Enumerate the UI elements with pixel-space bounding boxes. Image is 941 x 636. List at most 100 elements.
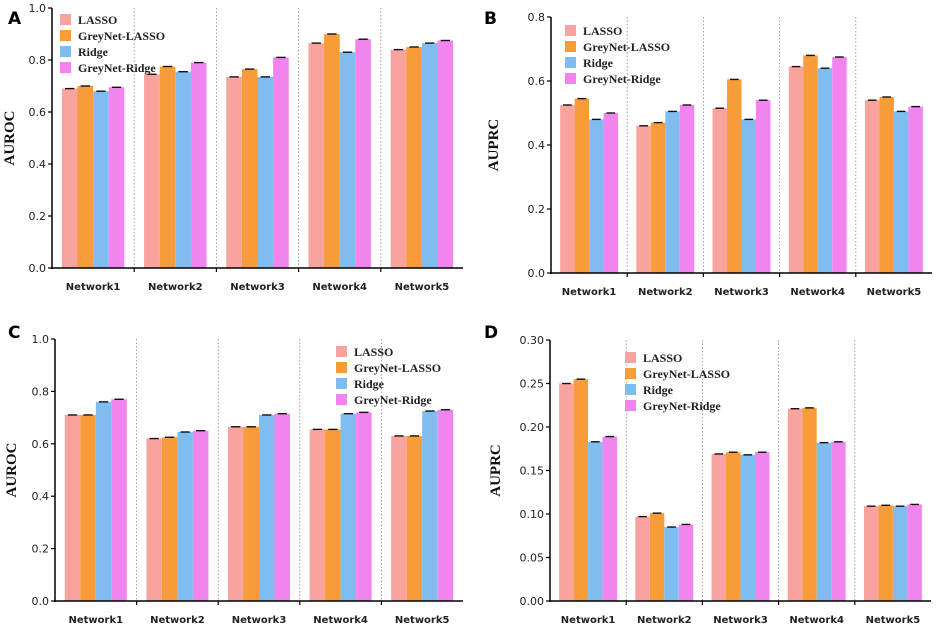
bar-lasso-network4 bbox=[308, 43, 325, 268]
y-axis-title: AUPRC bbox=[486, 119, 502, 172]
bar-lasso-network1 bbox=[560, 105, 575, 273]
bar-ridge-network4 bbox=[816, 442, 832, 601]
bar-lasso-network3 bbox=[711, 453, 727, 601]
legend-swatch bbox=[625, 368, 636, 379]
bar-lasso-network2 bbox=[144, 74, 160, 268]
x-tick-label: Network4 bbox=[313, 615, 368, 626]
legend-label: Ridge bbox=[78, 45, 109, 59]
bar-ridge-network3 bbox=[740, 454, 755, 601]
bar-greynet-lasso-network4 bbox=[324, 34, 340, 268]
x-tick-label: Network2 bbox=[637, 615, 692, 626]
y-tick-label: 0.2 bbox=[29, 210, 47, 223]
bar-lasso-network4 bbox=[788, 66, 804, 273]
y-tick-label: 0.10 bbox=[520, 508, 545, 521]
y-tick-label: 0.4 bbox=[29, 158, 47, 171]
bar-greynet-lasso-network3 bbox=[726, 452, 741, 601]
bar-lasso-network5 bbox=[863, 506, 879, 601]
bar-ridge-network5 bbox=[892, 506, 908, 601]
bar-greynet-ridge-network3 bbox=[274, 413, 291, 601]
bar-greynet-ridge-network5 bbox=[907, 504, 922, 601]
bar-greynet-lasso-network4 bbox=[325, 429, 341, 601]
bar-greynet-ridge-network1 bbox=[108, 87, 125, 268]
bar-lasso-network5 bbox=[390, 49, 407, 268]
bar-greynet-ridge-network5 bbox=[908, 106, 923, 273]
legend-swatch bbox=[60, 46, 71, 57]
bar-greynet-ridge-network3 bbox=[755, 100, 771, 273]
bar-greynet-ridge-network1 bbox=[603, 113, 619, 273]
bar-ridge-network1 bbox=[588, 441, 603, 601]
bar-ridge-network1 bbox=[95, 401, 112, 601]
bar-ridge-network4 bbox=[340, 413, 357, 601]
legend-swatch bbox=[60, 62, 71, 73]
y-tick-label: 0.0 bbox=[32, 595, 50, 608]
y-tick-label: 0.4 bbox=[32, 490, 50, 503]
bar-lasso-network5 bbox=[391, 435, 407, 601]
chart-panel-c: C AUROC 0.0 0.2 0.4 0.6 0.8 1.0 Network1 Network2… bbox=[4, 323, 463, 626]
bar-greynet-lasso-network3 bbox=[241, 69, 258, 268]
bar-lasso-network3 bbox=[712, 108, 728, 273]
y-tick-label: 0.0 bbox=[528, 267, 546, 280]
x-tick-label: Network3 bbox=[232, 615, 287, 626]
bar-greynet-ridge-network3 bbox=[754, 452, 770, 601]
bar-greynet-lasso-network3 bbox=[727, 79, 742, 274]
y-tick-label: 0.4 bbox=[528, 139, 546, 152]
y-tick-label: 0.25 bbox=[520, 378, 545, 391]
legend-label: GreyNet-LASSO bbox=[78, 29, 165, 43]
bar-lasso-network4 bbox=[309, 429, 326, 601]
bar-greynet-lasso-network5 bbox=[406, 435, 423, 601]
y-tick-label: 0.15 bbox=[520, 465, 545, 478]
legend-label: GreyNet-LASSO bbox=[643, 367, 730, 381]
chart-panel-a: A AUROC 0.0 0.2 0.4 0.6 0.8 1.0 Network1 Network2… bbox=[2, 2, 463, 293]
legend-label: LASSO bbox=[643, 351, 682, 365]
bar-ridge-network3 bbox=[257, 76, 274, 269]
bar-greynet-lasso-network5 bbox=[879, 97, 894, 273]
legend-label: GreyNet-Ridge bbox=[354, 393, 432, 407]
y-tick-label: 0.2 bbox=[528, 203, 546, 216]
x-tick-label: Network4 bbox=[790, 287, 845, 298]
bar-greynet-ridge-network4 bbox=[355, 39, 371, 269]
y-tick-label: 0.6 bbox=[32, 438, 50, 451]
bar-lasso-network2 bbox=[635, 516, 650, 601]
bar-lasso-network2 bbox=[636, 125, 651, 273]
bar-greynet-ridge-network2 bbox=[678, 524, 694, 601]
x-tick-label: Network1 bbox=[561, 615, 616, 626]
bar-lasso-network5 bbox=[864, 100, 880, 273]
legend-label: GreyNet-Ridge bbox=[78, 61, 156, 75]
bar-greynet-ridge-network3 bbox=[273, 57, 289, 269]
chart-panel-d: D AUPRC 0.00 0.05 0.10 0.15 0.20 0.25 0.30 Networ… bbox=[484, 323, 931, 626]
y-tick-label: 0.6 bbox=[29, 106, 47, 119]
bar-greynet-lasso-network1 bbox=[573, 379, 589, 601]
x-tick-label: Network2 bbox=[638, 287, 693, 298]
y-tick-label: 0.8 bbox=[29, 54, 47, 67]
x-tick-label: Network2 bbox=[150, 615, 205, 626]
bar-greynet-ridge-network4 bbox=[356, 412, 372, 601]
x-tick-label: Network5 bbox=[866, 615, 921, 626]
legend-label: LASSO bbox=[354, 345, 393, 359]
bar-ridge-network3 bbox=[259, 414, 275, 601]
bar-greynet-lasso-network2 bbox=[650, 122, 666, 273]
panel-letter: B bbox=[484, 9, 497, 29]
legend-swatch bbox=[60, 30, 71, 41]
x-tick-label: Network3 bbox=[713, 615, 768, 626]
y-tick-label: 0.30 bbox=[520, 334, 545, 347]
y-tick-label: 0.00 bbox=[520, 595, 545, 608]
legend-label: Ridge bbox=[583, 56, 614, 70]
bar-greynet-lasso-network4 bbox=[802, 407, 817, 601]
bar-ridge-network1 bbox=[589, 119, 604, 274]
x-tick-label: Network5 bbox=[395, 282, 450, 293]
legend-swatch bbox=[565, 25, 576, 36]
x-tick-label: Network5 bbox=[395, 615, 450, 626]
bar-ridge-network5 bbox=[893, 111, 909, 274]
y-tick-label: 0.8 bbox=[528, 11, 546, 24]
bar-greynet-ridge-network2 bbox=[679, 105, 695, 273]
x-tick-label: Network1 bbox=[66, 282, 121, 293]
bar-greynet-ridge-network2 bbox=[192, 430, 209, 601]
bar-lasso-network1 bbox=[64, 414, 81, 601]
bar-greynet-lasso-network1 bbox=[77, 86, 94, 268]
bar-greynet-lasso-network5 bbox=[878, 505, 893, 601]
bar-greynet-lasso-network2 bbox=[649, 513, 665, 601]
legend-label: GreyNet-LASSO bbox=[583, 40, 670, 54]
bar-greynet-ridge-network1 bbox=[602, 436, 618, 601]
legend-swatch bbox=[336, 346, 347, 357]
chart-panel-b: B AUPRC 0.0 0.2 0.4 0.6 0.8 Network1 Network2 Net… bbox=[484, 9, 932, 298]
